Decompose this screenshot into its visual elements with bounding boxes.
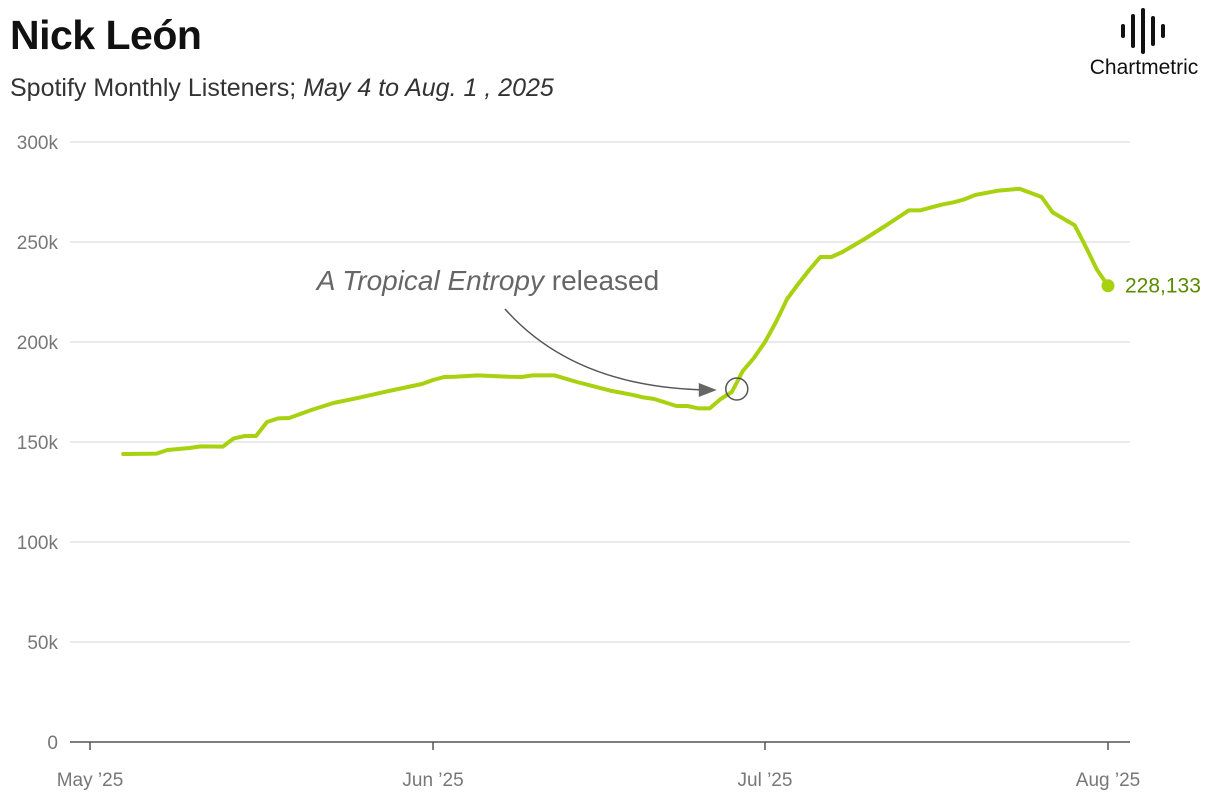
- x-tick-label: Aug ’25: [1076, 770, 1140, 791]
- gridlines: [70, 141, 1130, 643]
- chartmetric-logo: Chartmetric: [1078, 8, 1210, 100]
- subtitle-metric: Spotify Monthly Listeners;: [10, 74, 304, 102]
- y-tick-label: 300k: [17, 133, 59, 154]
- y-tick-label: 100k: [17, 533, 59, 554]
- x-tick-label: May ’25: [57, 770, 124, 791]
- subtitle-dates: May 4 to Aug. 1 , 2025: [303, 74, 554, 102]
- annotation-suffix: released: [544, 265, 659, 296]
- chart-subtitle: Spotify Monthly Listeners; May 4 to Aug.…: [10, 74, 554, 103]
- annotation-label: A Tropical Entropy released: [315, 265, 659, 296]
- end-point: [1101, 279, 1115, 293]
- soundwave-icon: [1121, 8, 1165, 54]
- annotation-arrow: [504, 308, 709, 391]
- y-tick-label: 150k: [17, 433, 59, 454]
- annotation-marker: [725, 377, 749, 401]
- annotation-arrowhead: [698, 383, 717, 397]
- y-tick-label: 250k: [17, 233, 59, 254]
- x-tick-label: Jun ’25: [402, 770, 463, 791]
- end-value-label: 228,133: [1125, 275, 1201, 298]
- series-layer: 228,133: [121, 186, 1201, 456]
- annotation-album-name: A Tropical Entropy: [315, 265, 546, 296]
- annotation-layer: A Tropical Entropy released: [315, 265, 749, 401]
- y-tick-label: 0: [47, 733, 58, 754]
- y-tick-label: 200k: [17, 333, 59, 354]
- chart-title: Nick León: [10, 12, 202, 58]
- y-tick-label: 50k: [27, 633, 58, 654]
- x-tick-label: Jul ’25: [738, 770, 793, 791]
- brand-name: Chartmetric: [1089, 56, 1199, 79]
- x-axis: May ’25 Jun ’25 Jul ’25 Aug ’25: [57, 741, 1140, 791]
- series-line: [121, 186, 1110, 456]
- y-axis: 0 50k 100k 150k 200k 250k 300k: [17, 133, 59, 754]
